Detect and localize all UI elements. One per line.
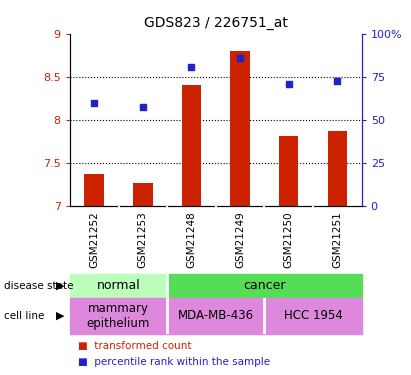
Bar bbox=[85, 174, 104, 206]
Bar bbox=[70, 274, 167, 298]
Text: GSM21251: GSM21251 bbox=[332, 211, 342, 268]
Text: ▶: ▶ bbox=[55, 311, 64, 321]
Bar bbox=[167, 298, 264, 334]
Bar bbox=[264, 298, 362, 334]
Text: ■  transformed count: ■ transformed count bbox=[78, 341, 192, 351]
Text: normal: normal bbox=[97, 279, 141, 292]
Text: cancer: cancer bbox=[243, 279, 286, 292]
Text: GSM21249: GSM21249 bbox=[235, 211, 245, 268]
Text: mammary
epithelium: mammary epithelium bbox=[87, 302, 150, 330]
Point bbox=[237, 55, 243, 61]
Text: GSM21253: GSM21253 bbox=[138, 211, 148, 268]
Text: disease state: disease state bbox=[4, 281, 74, 291]
Text: GSM21250: GSM21250 bbox=[284, 211, 294, 268]
Text: ■  percentile rank within the sample: ■ percentile rank within the sample bbox=[78, 357, 270, 367]
Text: GSM21252: GSM21252 bbox=[89, 211, 99, 268]
Bar bbox=[133, 183, 152, 206]
Text: GSM21248: GSM21248 bbox=[187, 211, 196, 268]
Text: ▶: ▶ bbox=[55, 281, 64, 291]
Bar bbox=[328, 131, 347, 206]
Text: cell line: cell line bbox=[4, 311, 44, 321]
Text: HCC 1954: HCC 1954 bbox=[284, 309, 342, 322]
Point bbox=[334, 78, 341, 84]
Bar bbox=[182, 86, 201, 206]
Bar bbox=[279, 135, 298, 206]
Text: MDA-MB-436: MDA-MB-436 bbox=[178, 309, 254, 322]
Point bbox=[286, 81, 292, 87]
Point bbox=[140, 104, 146, 110]
Bar bbox=[231, 51, 250, 206]
Title: GDS823 / 226751_at: GDS823 / 226751_at bbox=[144, 16, 288, 30]
Point bbox=[91, 100, 97, 106]
Bar bbox=[167, 274, 362, 298]
Bar bbox=[70, 298, 167, 334]
Point bbox=[188, 63, 195, 69]
